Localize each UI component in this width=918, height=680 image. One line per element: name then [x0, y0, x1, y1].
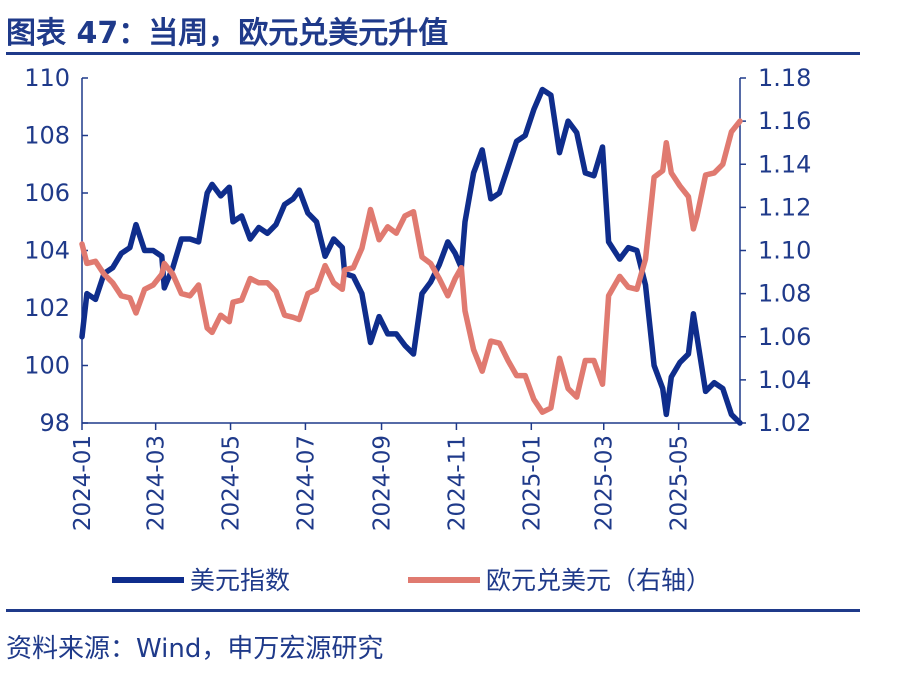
- right-tick-label: 1.10: [758, 237, 811, 265]
- eurusd-series-line: [79, 118, 743, 415]
- right-tick-label: 1.06: [758, 323, 811, 351]
- x-tick-label: 2025-03: [592, 435, 618, 531]
- source-rule: [6, 609, 860, 612]
- title-rule: [6, 52, 860, 55]
- right-tick-label: 1.16: [758, 107, 811, 135]
- x-tick-label: 2024-03: [144, 435, 170, 531]
- chart-axes: 98 100 102 104 106 108 110 1.02 1.04 1.06 1.08 1.10…: [24, 64, 811, 531]
- right-tick-label: 1.08: [758, 280, 811, 308]
- right-tick-label: 1.04: [758, 366, 811, 394]
- left-tick-label: 108: [24, 122, 70, 150]
- right-tick-label: 1.18: [758, 64, 811, 92]
- right-tick-label: 1.14: [758, 150, 811, 178]
- source-note: 资料来源：Wind，申万宏源研究: [6, 634, 384, 664]
- right-tick-label: 1.02: [758, 409, 811, 437]
- left-tick-label: 100: [24, 352, 70, 380]
- x-tick-label: 2025-01: [519, 435, 545, 531]
- chart-legend: 美元指数 欧元兑美元（右轴）: [112, 566, 711, 595]
- x-tick-label: 2024-07: [293, 435, 319, 531]
- left-tick-label: 98: [39, 409, 70, 437]
- x-tick-label: 2025-05: [667, 435, 693, 531]
- legend-item-eurusd-label: 欧元兑美元（右轴）: [486, 566, 711, 595]
- right-tick-label: 1.12: [758, 193, 811, 221]
- x-tick-label: 2024-11: [444, 435, 470, 531]
- x-tick-label: 2024-01: [70, 435, 96, 531]
- x-tick-label: 2024-05: [219, 435, 245, 531]
- legend-item-dxy-label: 美元指数: [190, 566, 290, 595]
- x-tick-label: 2024-09: [370, 435, 396, 531]
- left-tick-label: 110: [24, 64, 70, 92]
- chart-title: 图表 47：当周，欧元兑美元升值: [6, 16, 449, 51]
- chart-lines: [79, 86, 743, 426]
- left-tick-label: 104: [24, 237, 70, 265]
- dxy-series-line: [79, 86, 743, 426]
- left-tick-label: 102: [24, 294, 70, 322]
- left-tick-label: 106: [24, 179, 70, 207]
